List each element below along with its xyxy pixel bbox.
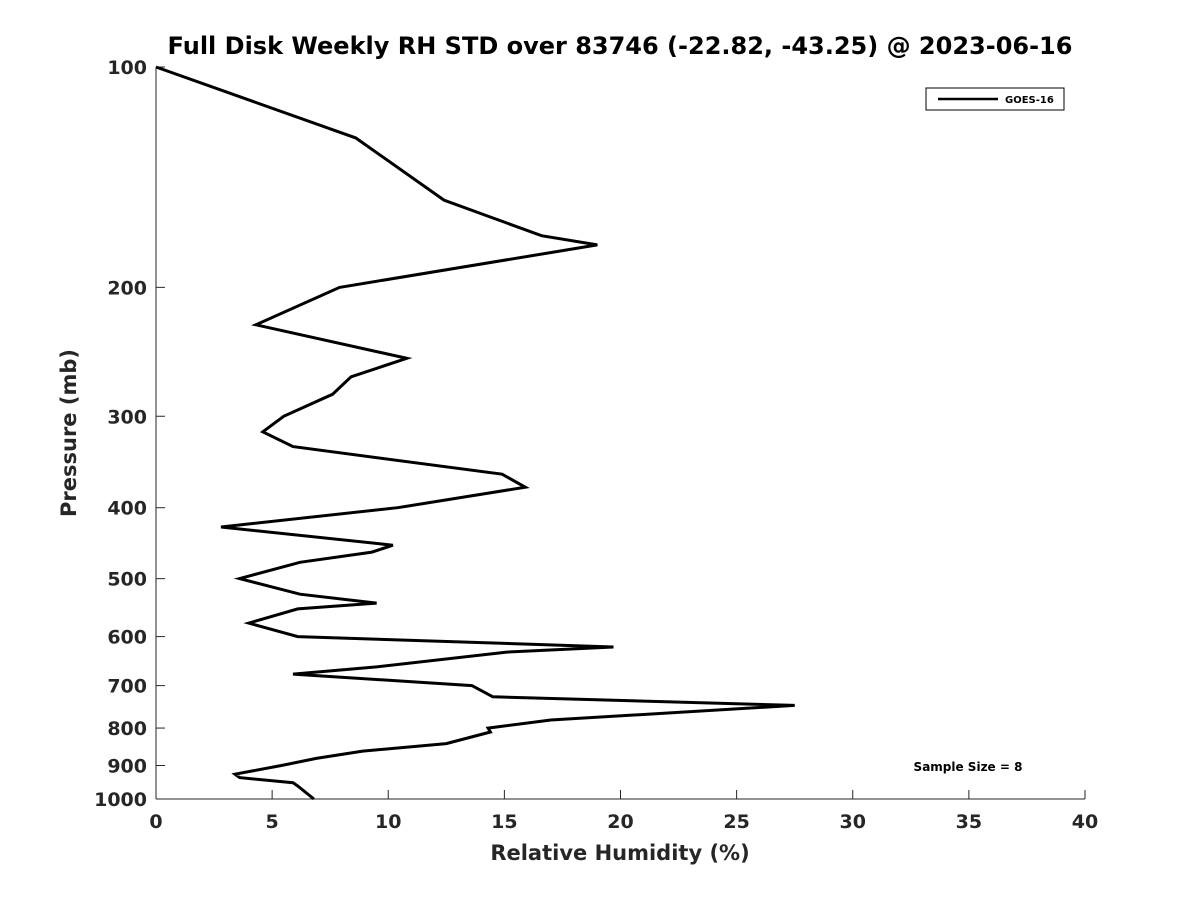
legend: GOES-16 xyxy=(925,87,1065,111)
y-tick-label: 600 xyxy=(107,627,147,649)
x-tick-label: 15 xyxy=(491,811,517,833)
y-tick-label: 200 xyxy=(107,277,147,299)
x-tick-label: 5 xyxy=(266,811,279,833)
y-tick-label: 100 xyxy=(107,57,147,79)
y-tick-label: 1000 xyxy=(94,789,147,811)
y-axis-ticks: 100 200 300 400 500 600 700 800 900 1000 xyxy=(94,57,165,811)
sample-size-annotation: Sample Size = 8 xyxy=(914,760,1023,774)
x-tick-label: 20 xyxy=(607,811,633,833)
y-tick-label: 400 xyxy=(107,498,147,520)
series-line-goes-16 xyxy=(155,65,795,801)
x-tick-label: 40 xyxy=(1072,811,1098,833)
x-axis-label: Relative Humidity (%) xyxy=(490,841,749,865)
y-tick-label: 800 xyxy=(107,718,147,740)
x-tick-label: 0 xyxy=(149,811,162,833)
y-axis-label: Pressure (mb) xyxy=(57,349,81,517)
y-tick-label: 500 xyxy=(107,569,147,591)
y-tick-label: 700 xyxy=(107,676,147,698)
chart-title: Full Disk Weekly RH STD over 83746 (-22.… xyxy=(168,32,1073,60)
x-tick-label: 35 xyxy=(956,811,982,833)
y-tick-label: 300 xyxy=(107,406,147,428)
legend-label-goes-16: GOES-16 xyxy=(1005,95,1054,106)
x-tick-label: 25 xyxy=(723,811,749,833)
x-tick-label: 30 xyxy=(840,811,866,833)
x-axis-ticks: 0 5 10 15 20 25 30 35 40 xyxy=(149,790,1098,833)
y-tick-label: 900 xyxy=(107,756,147,778)
series-layer xyxy=(155,65,795,801)
x-tick-label: 10 xyxy=(375,811,401,833)
